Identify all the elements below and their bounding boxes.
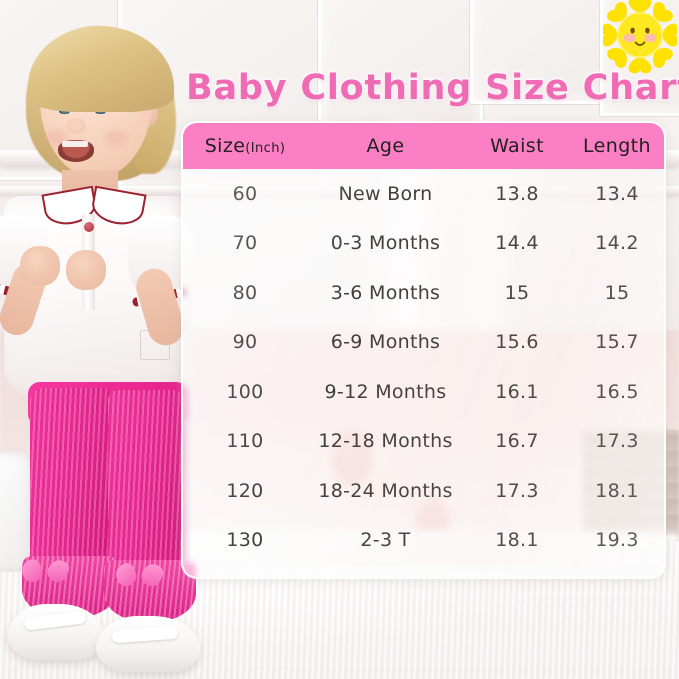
table-body: 60 New Born 13.8 13.4 70 0-3 Months 14.4… (183, 169, 664, 565)
hand (66, 250, 106, 290)
cell-length: 16.5 (595, 380, 639, 403)
hand (20, 246, 60, 286)
column-header-waist: Waist (490, 135, 544, 157)
cell-age: 9-12 Months (324, 380, 447, 403)
wall-moulding-panel (470, 0, 610, 104)
cell-length: 13.4 (595, 182, 639, 205)
sun-icon (601, 0, 679, 74)
cell-age: 6-9 Months (330, 331, 441, 354)
cell-length: 17.3 (595, 430, 639, 453)
white-sneaker (8, 604, 104, 660)
cell-length: 15.7 (595, 331, 639, 354)
toddler-photo (0, 0, 210, 679)
table-row: 110 12-18 Months 16.7 17.3 (183, 417, 664, 467)
cell-size: 90 (232, 331, 258, 354)
table-row: 60 New Born 13.8 13.4 (183, 169, 664, 219)
cell-age: 18-24 Months (318, 479, 453, 502)
blouse-button (84, 222, 94, 232)
cell-age: 0-3 Months (330, 232, 441, 255)
cell-size: 120 (226, 479, 264, 502)
cell-size: 130 (226, 529, 264, 552)
table-row: 130 2-3 T 18.1 19.3 (183, 516, 664, 566)
cell-size: 110 (226, 430, 264, 453)
teeth (62, 141, 88, 147)
nose (66, 118, 86, 134)
pink-legging (30, 388, 112, 580)
cell-waist: 16.1 (495, 380, 539, 403)
cell-age: New Born (338, 182, 433, 205)
table-header-row: Size(Inch) Age Waist Length (183, 123, 664, 169)
table-row: 80 3-6 Months 15 15 (183, 268, 664, 318)
cell-size: 70 (232, 232, 258, 255)
cell-age: 12-18 Months (318, 430, 453, 453)
cell-waist: 17.3 (495, 479, 539, 502)
table-row: 90 6-9 Months 15.6 15.7 (183, 318, 664, 368)
pink-legging (108, 390, 186, 578)
cell-length: 14.2 (595, 232, 639, 255)
cell-age: 2-3 T (360, 529, 411, 552)
column-header-age: Age (366, 135, 405, 157)
cell-length: 19.3 (595, 529, 639, 552)
page-title: Baby Clothing Size Chart (185, 67, 679, 110)
column-header-length: Length (583, 135, 651, 157)
cell-waist: 15.6 (495, 331, 539, 354)
column-header-size-unit: (Inch) (245, 141, 286, 156)
table-row: 100 9-12 Months 16.1 16.5 (183, 367, 664, 417)
ribbon-bow (22, 560, 68, 586)
cell-age: 3-6 Months (330, 281, 441, 304)
cell-waist: 18.1 (495, 529, 539, 552)
hair-fringe (28, 26, 174, 112)
size-chart-panel: Size(Inch) Age Waist Length 60 New Born … (181, 121, 666, 579)
column-header-size-label: Size (204, 135, 246, 157)
table-row: 120 18-24 Months 17.3 18.1 (183, 466, 664, 516)
cell-size: 60 (232, 182, 258, 205)
cell-length: 18.1 (595, 479, 639, 502)
cell-waist: 15 (504, 281, 530, 304)
cell-length: 15 (604, 281, 630, 304)
cell-size: 100 (226, 380, 264, 403)
cell-waist: 14.4 (495, 232, 539, 255)
ribbon-bow (116, 564, 162, 590)
column-header-size: Size(Inch) (183, 135, 307, 157)
table-row: 70 0-3 Months 14.4 14.2 (183, 219, 664, 269)
cheek (104, 130, 128, 146)
cell-size: 80 (232, 281, 258, 304)
cell-waist: 16.7 (495, 430, 539, 453)
cell-waist: 13.8 (495, 182, 539, 205)
white-sneaker (96, 616, 200, 672)
